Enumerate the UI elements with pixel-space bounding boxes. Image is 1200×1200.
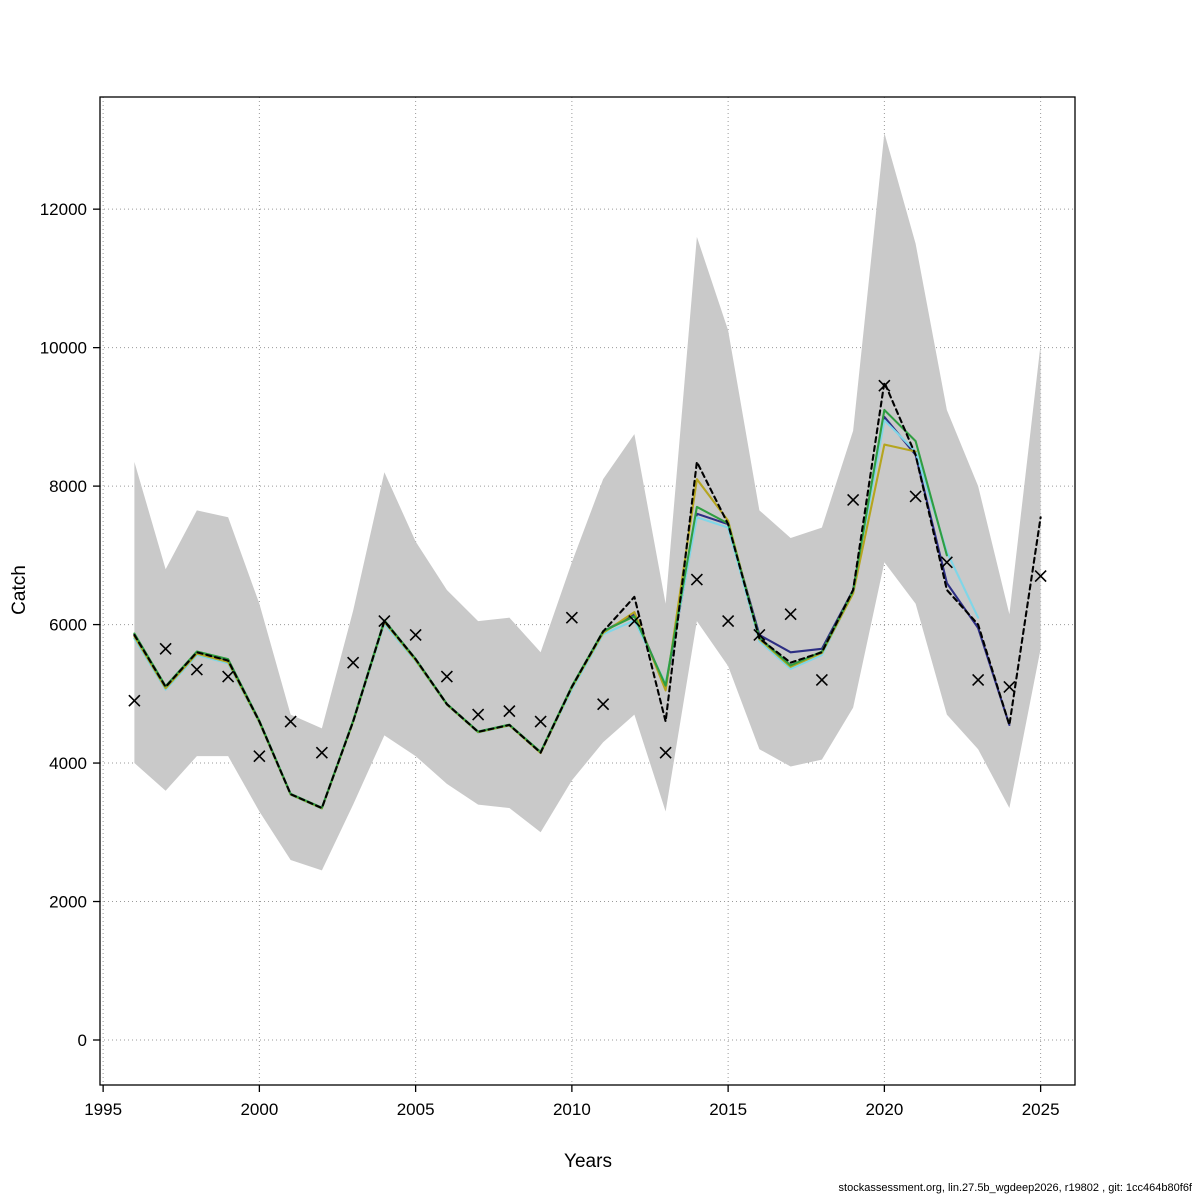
y-tick-label: 2000: [49, 893, 87, 912]
observed-catch-marker: [940, 556, 953, 569]
confidence-band-area: [134, 133, 1041, 871]
x-tick-label: 2020: [865, 1100, 903, 1119]
observed-catch-marker: [253, 750, 266, 763]
observed-catch-marker: [222, 670, 235, 683]
y-tick-label: 0: [78, 1031, 87, 1050]
observed-catch-marker: [878, 379, 891, 392]
observed-catch-marker: [534, 715, 547, 728]
observed-catch-marker: [659, 746, 672, 759]
observed-catch-marker: [440, 670, 453, 683]
x-axis-title: Years: [564, 1151, 612, 1172]
y-tick-label: 6000: [49, 616, 87, 635]
observed-catch-marker: [909, 490, 922, 503]
x-tick-label: 1995: [84, 1100, 122, 1119]
y-tick-label: 8000: [49, 477, 87, 496]
observed-catch-marker: [503, 705, 516, 718]
observed-catch-marker: [815, 673, 828, 687]
observed-catch-marker: [784, 608, 797, 621]
plot-border: [99, 96, 1076, 1086]
x-tick-label: 2015: [709, 1100, 747, 1119]
observed-catch-marker: [378, 615, 391, 628]
source-attribution: stockassessment.org, lin.27.5b_wgdeep202…: [838, 1182, 1192, 1194]
series-line-assessment-fit: [133, 381, 1042, 810]
x-tick-label: 2005: [397, 1100, 435, 1119]
observed-catch-marker: [1034, 570, 1047, 583]
observed-catch-marker: [847, 493, 860, 507]
observed-catch-marker: [347, 656, 360, 669]
observed-catch-marker: [722, 615, 735, 628]
y-tick-label: 10000: [40, 339, 87, 358]
observed-catch-marker: [284, 715, 297, 728]
observed-catch-marker: [190, 663, 203, 676]
observed-catch-marker: [159, 642, 172, 655]
observed-catch-marker: [315, 746, 328, 759]
observed-catch-marker: [753, 628, 766, 642]
axes: 1995 2000 2005 2010 2015 2020 2025 0 2000 4000 600…: [40, 96, 1076, 1119]
observed-catch-marker: [972, 673, 985, 687]
x-tick-label: 2010: [553, 1100, 591, 1119]
x-tick-label: 2025: [1022, 1100, 1060, 1119]
y-tick-label: 4000: [49, 754, 87, 773]
y-axis-title: Catch: [9, 565, 30, 615]
observed-catch-marker: [128, 694, 141, 707]
series-lines: [133, 381, 1042, 810]
observed-catch-marker: [565, 611, 578, 624]
confidence-band: [134, 133, 1041, 871]
y-tick-label: 12000: [40, 200, 87, 219]
observed-catch-marker: [1003, 680, 1016, 693]
observed-catch-marker: [690, 573, 703, 586]
observed-catch-marker: [472, 708, 485, 721]
x-tick-label: 2000: [240, 1100, 278, 1119]
observed-markers: [128, 379, 1047, 763]
observed-catch-marker: [409, 628, 422, 642]
observed-catch-marker: [628, 615, 641, 628]
observed-catch-marker: [597, 698, 610, 711]
